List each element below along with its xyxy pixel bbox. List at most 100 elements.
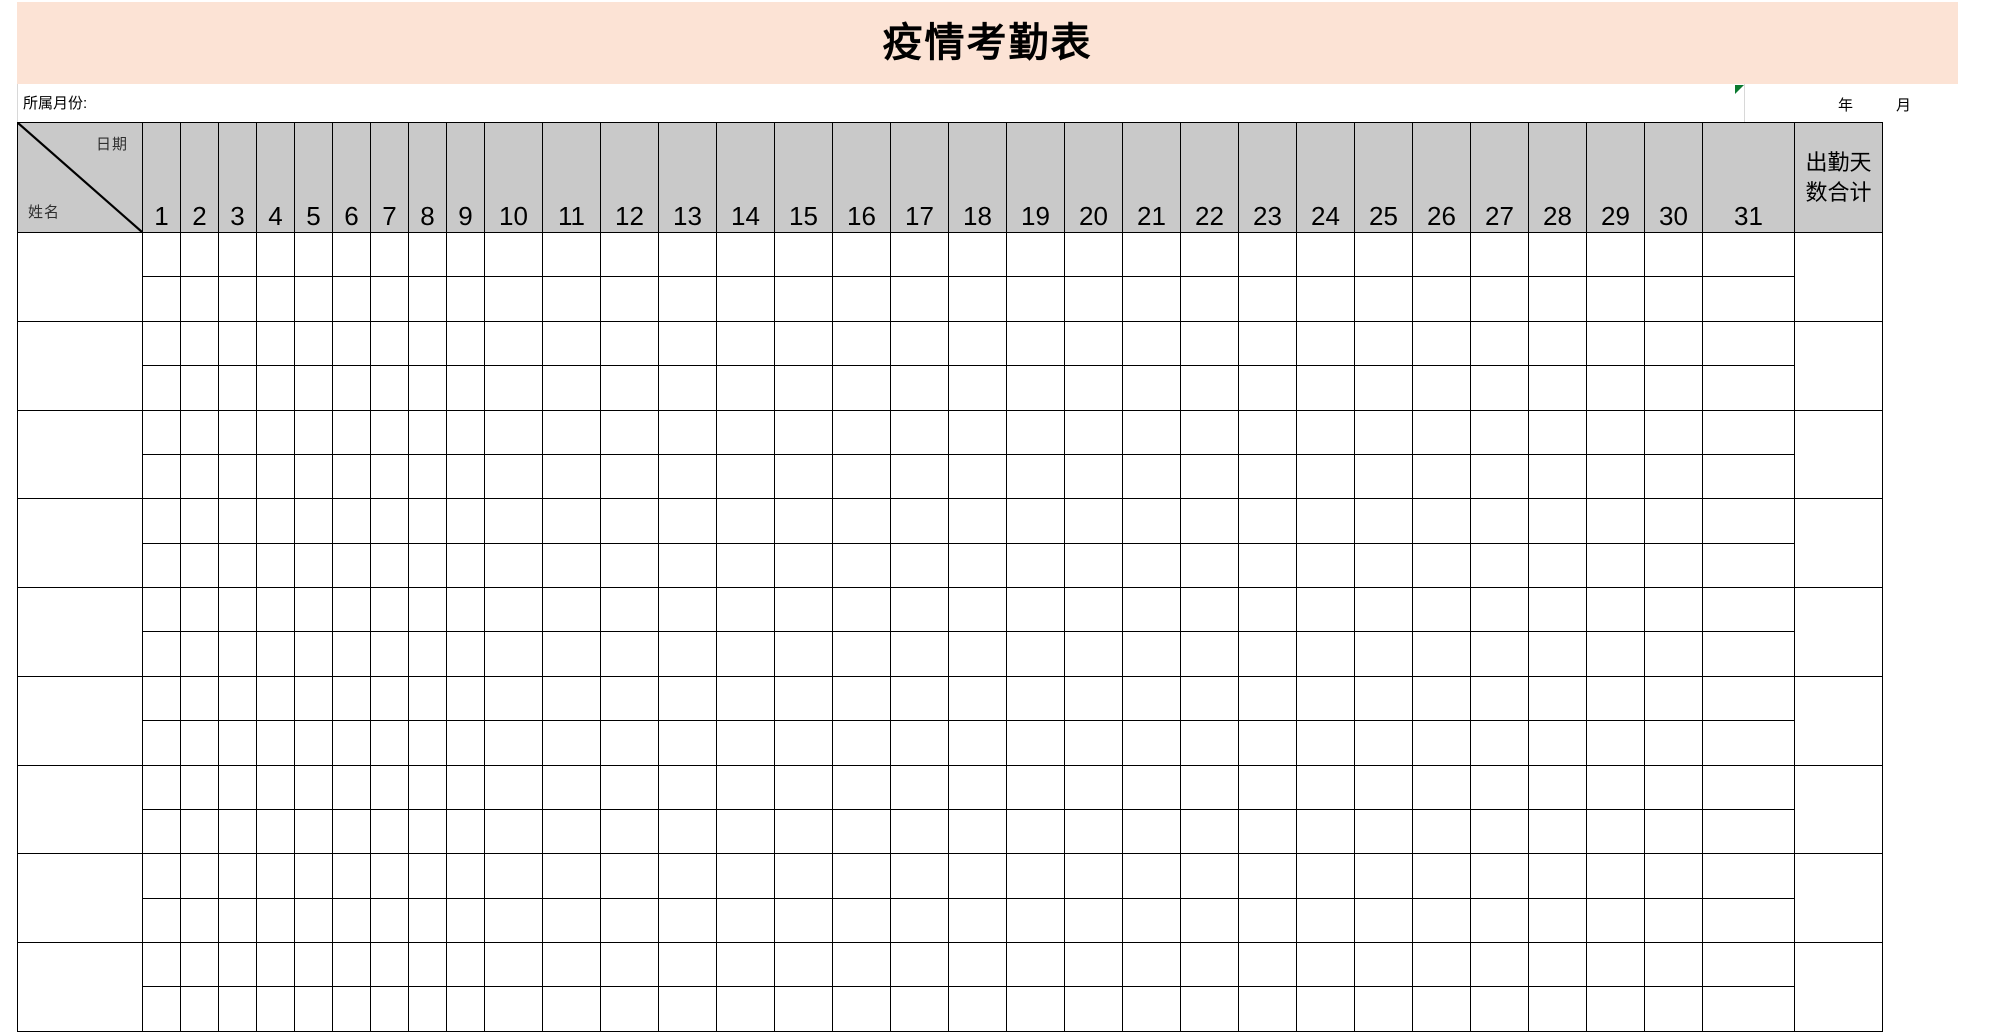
day-cell-r6-s1-d6[interactable] bbox=[332, 675, 371, 722]
day-header-13[interactable]: 13 bbox=[658, 122, 717, 233]
day-cell-r2-s1-d12[interactable] bbox=[600, 320, 659, 367]
day-cell-r1-s1-d29[interactable] bbox=[1586, 231, 1645, 278]
day-header-8[interactable]: 8 bbox=[408, 122, 447, 233]
day-cell-r3-s1-d23[interactable] bbox=[1238, 409, 1297, 455]
day-cell-r2-s2-d6[interactable] bbox=[332, 365, 371, 411]
day-cell-r3-s1-d26[interactable] bbox=[1412, 409, 1471, 455]
day-cell-r1-s2-d13[interactable] bbox=[658, 276, 717, 322]
day-cell-r2-s2-d18[interactable] bbox=[948, 365, 1007, 411]
day-cell-r2-s1-d19[interactable] bbox=[1006, 320, 1065, 367]
day-cell-r8-s2-d16[interactable] bbox=[832, 897, 891, 944]
day-cell-r3-s1-d22[interactable] bbox=[1180, 409, 1239, 455]
day-cell-r4-s2-d30[interactable] bbox=[1644, 542, 1703, 589]
day-cell-r8-s2-d12[interactable] bbox=[600, 897, 659, 944]
day-cell-r4-s1-d4[interactable] bbox=[256, 498, 295, 544]
day-cell-r3-s1-d10[interactable] bbox=[484, 409, 543, 455]
day-cell-r4-s1-d10[interactable] bbox=[484, 498, 543, 544]
day-cell-r5-s1-d22[interactable] bbox=[1180, 586, 1239, 633]
day-cell-r5-s2-d11[interactable] bbox=[542, 631, 601, 677]
total-cell[interactable] bbox=[1794, 232, 1883, 322]
day-cell-r5-s2-d14[interactable] bbox=[716, 631, 775, 677]
day-cell-r8-s1-d29[interactable] bbox=[1586, 853, 1645, 899]
day-cell-r8-s1-d12[interactable] bbox=[600, 853, 659, 899]
day-cell-r7-s2-d20[interactable] bbox=[1064, 808, 1123, 855]
day-cell-r1-s1-d9[interactable] bbox=[446, 231, 485, 278]
day-cell-r9-s2-d15[interactable] bbox=[774, 986, 833, 1032]
day-cell-r8-s1-d11[interactable] bbox=[542, 853, 601, 899]
day-cell-r5-s1-d3[interactable] bbox=[218, 586, 257, 633]
day-cell-r9-s2-d3[interactable] bbox=[218, 986, 257, 1032]
day-cell-r1-s1-d24[interactable] bbox=[1296, 231, 1355, 278]
day-cell-r6-s2-d3[interactable] bbox=[218, 720, 257, 766]
day-cell-r7-s2-d13[interactable] bbox=[658, 808, 717, 855]
day-cell-r2-s1-d13[interactable] bbox=[658, 320, 717, 367]
day-cell-r5-s1-d25[interactable] bbox=[1354, 586, 1413, 633]
day-cell-r1-s2-d8[interactable] bbox=[408, 276, 447, 322]
day-cell-r4-s1-d19[interactable] bbox=[1006, 498, 1065, 544]
day-cell-r2-s2-d19[interactable] bbox=[1006, 365, 1065, 411]
day-cell-r4-s2-d6[interactable] bbox=[332, 542, 371, 589]
day-cell-r3-s2-d11[interactable] bbox=[542, 453, 601, 500]
day-cell-r5-s2-d28[interactable] bbox=[1528, 631, 1587, 677]
day-cell-r3-s1-d20[interactable] bbox=[1064, 409, 1123, 455]
day-cell-r2-s2-d9[interactable] bbox=[446, 365, 485, 411]
day-cell-r9-s1-d15[interactable] bbox=[774, 941, 833, 988]
day-cell-r6-s2-d26[interactable] bbox=[1412, 720, 1471, 766]
day-cell-r7-s1-d25[interactable] bbox=[1354, 764, 1413, 810]
day-cell-r5-s1-d23[interactable] bbox=[1238, 586, 1297, 633]
day-cell-r3-s1-d27[interactable] bbox=[1470, 409, 1529, 455]
day-cell-r2-s1-d11[interactable] bbox=[542, 320, 601, 367]
day-cell-r3-s2-d26[interactable] bbox=[1412, 453, 1471, 500]
day-header-18[interactable]: 18 bbox=[948, 122, 1007, 233]
day-cell-r3-s2-d15[interactable] bbox=[774, 453, 833, 500]
day-cell-r2-s1-d6[interactable] bbox=[332, 320, 371, 367]
day-cell-r7-s2-d17[interactable] bbox=[890, 808, 949, 855]
day-cell-r4-s1-d1[interactable] bbox=[142, 498, 181, 544]
name-cell[interactable] bbox=[17, 853, 143, 943]
day-cell-r4-s2-d5[interactable] bbox=[294, 542, 333, 589]
day-cell-r6-s1-d22[interactable] bbox=[1180, 675, 1239, 722]
day-cell-r8-s2-d24[interactable] bbox=[1296, 897, 1355, 944]
day-cell-r7-s2-d29[interactable] bbox=[1586, 808, 1645, 855]
day-cell-r4-s1-d20[interactable] bbox=[1064, 498, 1123, 544]
day-cell-r7-s1-d3[interactable] bbox=[218, 764, 257, 810]
day-cell-r8-s2-d25[interactable] bbox=[1354, 897, 1413, 944]
day-cell-r5-s2-d21[interactable] bbox=[1122, 631, 1181, 677]
day-cell-r6-s1-d21[interactable] bbox=[1122, 675, 1181, 722]
day-cell-r1-s1-d19[interactable] bbox=[1006, 231, 1065, 278]
day-cell-r2-s1-d2[interactable] bbox=[180, 320, 219, 367]
day-cell-r9-s1-d6[interactable] bbox=[332, 941, 371, 988]
day-cell-r6-s2-d7[interactable] bbox=[370, 720, 409, 766]
day-cell-r4-s1-d31[interactable] bbox=[1702, 498, 1795, 544]
day-cell-r7-s1-d13[interactable] bbox=[658, 764, 717, 810]
day-cell-r4-s1-d3[interactable] bbox=[218, 498, 257, 544]
day-cell-r7-s1-d18[interactable] bbox=[948, 764, 1007, 810]
name-cell[interactable] bbox=[17, 320, 143, 411]
day-cell-r6-s2-d12[interactable] bbox=[600, 720, 659, 766]
day-cell-r2-s2-d17[interactable] bbox=[890, 365, 949, 411]
day-cell-r9-s1-d17[interactable] bbox=[890, 941, 949, 988]
day-cell-r1-s2-d10[interactable] bbox=[484, 276, 543, 322]
day-header-22[interactable]: 22 bbox=[1180, 122, 1239, 233]
day-cell-r7-s1-d7[interactable] bbox=[370, 764, 409, 810]
day-cell-r5-s1-d19[interactable] bbox=[1006, 586, 1065, 633]
day-cell-r2-s2-d22[interactable] bbox=[1180, 365, 1239, 411]
day-cell-r6-s2-d18[interactable] bbox=[948, 720, 1007, 766]
day-cell-r5-s1-d15[interactable] bbox=[774, 586, 833, 633]
day-cell-r4-s1-d9[interactable] bbox=[446, 498, 485, 544]
day-header-9[interactable]: 9 bbox=[446, 122, 485, 233]
day-header-3[interactable]: 3 bbox=[218, 122, 257, 233]
day-header-16[interactable]: 16 bbox=[832, 122, 891, 233]
day-cell-r8-s2-d3[interactable] bbox=[218, 897, 257, 944]
day-cell-r5-s1-d31[interactable] bbox=[1702, 586, 1795, 633]
day-cell-r2-s1-d23[interactable] bbox=[1238, 320, 1297, 367]
day-cell-r4-s1-d8[interactable] bbox=[408, 498, 447, 544]
day-cell-r3-s1-d5[interactable] bbox=[294, 409, 333, 455]
day-cell-r1-s2-d12[interactable] bbox=[600, 276, 659, 322]
day-cell-r1-s2-d27[interactable] bbox=[1470, 276, 1529, 322]
day-cell-r6-s1-d11[interactable] bbox=[542, 675, 601, 722]
day-header-17[interactable]: 17 bbox=[890, 122, 949, 233]
day-cell-r3-s2-d7[interactable] bbox=[370, 453, 409, 500]
day-cell-r8-s1-d7[interactable] bbox=[370, 853, 409, 899]
day-cell-r1-s2-d23[interactable] bbox=[1238, 276, 1297, 322]
